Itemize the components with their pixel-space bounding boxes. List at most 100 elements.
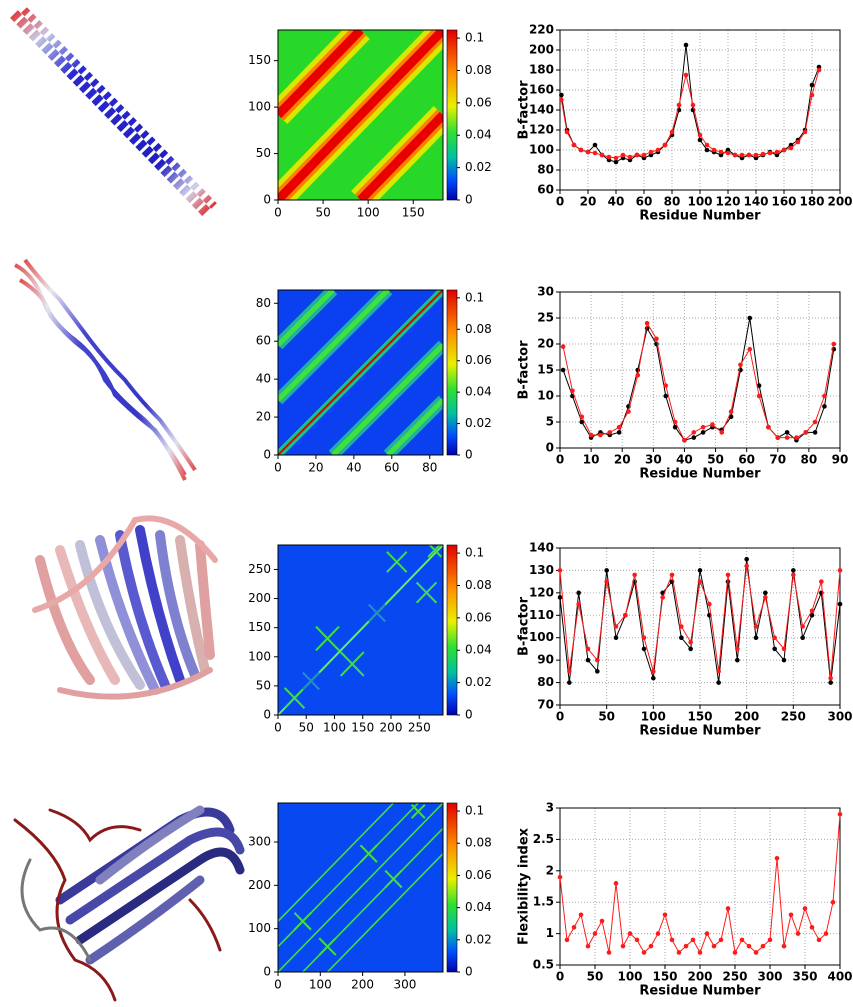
- data-point: [626, 409, 631, 414]
- data-point: [744, 563, 749, 569]
- y-axis-title: Flexibility index: [517, 827, 532, 945]
- y-tick-label: 0: [263, 708, 271, 722]
- data-point: [747, 346, 753, 352]
- data-point: [711, 147, 717, 153]
- y-tick-label: 100: [529, 630, 554, 644]
- heatmap-band: [357, 111, 443, 200]
- y-tick-label: 100: [248, 649, 271, 663]
- x-tick-label: 300: [393, 978, 416, 992]
- data-point: [559, 97, 564, 103]
- y-tick-label: 250: [248, 562, 271, 576]
- heatmap-band: [278, 290, 390, 402]
- data-point: [579, 419, 585, 425]
- x-tick-label: 80: [422, 461, 437, 475]
- data-point: [791, 572, 796, 578]
- data-point: [683, 72, 689, 78]
- data-point: [753, 624, 759, 629]
- heatmap-image: [278, 803, 443, 972]
- y-tick-label: 80: [256, 296, 271, 310]
- heatmap-band: [278, 290, 443, 455]
- data-point: [635, 372, 641, 378]
- data-point: [655, 931, 661, 936]
- data-point: [648, 149, 654, 155]
- y-tick-label: 100: [248, 921, 271, 935]
- data-point: [557, 874, 563, 880]
- colorbar-tick-label: 0.02: [465, 675, 492, 689]
- y-tick-label: 180: [529, 63, 554, 77]
- data-point: [571, 925, 577, 930]
- heatmap-band: [428, 545, 443, 558]
- heatmap-band: [386, 398, 443, 455]
- data-point: [623, 612, 628, 618]
- colorbar-tick-label: 0.02: [465, 932, 492, 946]
- y-tick-label: 50: [256, 678, 271, 692]
- y-tick-label: 160: [529, 83, 554, 97]
- heatmap-chart: 0 50 100 150 0 50 100 150 0 0.02 0.04 0.06 0.08 0.1: [248, 29, 492, 220]
- data-point: [564, 129, 570, 135]
- data-point: [781, 147, 787, 153]
- colorbar-tick-label: 0.02: [465, 160, 492, 174]
- y-tick-label: 80: [537, 675, 554, 689]
- data-point: [716, 680, 721, 685]
- colorbar-tick-label: 0.1: [465, 546, 484, 560]
- y-tick-label: 150: [248, 620, 271, 634]
- data-point: [788, 145, 794, 151]
- data-point: [739, 152, 745, 158]
- data-point: [627, 154, 633, 160]
- data-point: [585, 149, 591, 155]
- data-point: [753, 152, 759, 158]
- data-point: [767, 150, 773, 156]
- y-tick-label: 2: [546, 863, 554, 877]
- data-point: [791, 568, 796, 573]
- x-tick-label: 10: [583, 453, 600, 467]
- data-point: [606, 950, 612, 955]
- y-tick-label: 20: [256, 410, 271, 424]
- data-point: [775, 435, 781, 440]
- y-tick-label: 70: [537, 698, 554, 712]
- x-tick-label: 50: [587, 970, 604, 984]
- data-point: [802, 906, 808, 911]
- data-point: [837, 811, 843, 817]
- data-point: [800, 635, 805, 641]
- heatmap-band: [359, 844, 378, 863]
- y-tick-label: 5: [546, 415, 554, 429]
- data-point: [579, 414, 585, 420]
- data-point: [763, 590, 768, 596]
- data-point: [648, 943, 654, 949]
- data-point: [641, 646, 647, 652]
- y-tick-label: 10: [537, 389, 554, 403]
- data-point: [728, 414, 734, 420]
- data-point: [676, 102, 682, 108]
- x-tick-label: 150: [351, 721, 374, 735]
- data-point: [784, 430, 790, 435]
- colorbar-tick-label: 0.08: [465, 836, 492, 850]
- data-point: [809, 82, 815, 88]
- data-point: [747, 315, 753, 321]
- data-point: [690, 102, 696, 108]
- data-point: [756, 383, 762, 388]
- data-point: [571, 142, 577, 148]
- data-point: [654, 336, 659, 342]
- data-point: [557, 568, 563, 573]
- colorbar-tick-label: 0.04: [465, 128, 492, 142]
- data-point: [560, 367, 566, 373]
- data-point: [746, 943, 752, 949]
- x-tick-label: 60: [636, 195, 653, 209]
- data-point: [662, 912, 668, 918]
- data-point: [819, 579, 824, 584]
- data-point: [620, 943, 626, 949]
- x-tick-label: 200: [687, 970, 712, 984]
- x-tick-label: 90: [832, 453, 849, 467]
- x-tick-label: 200: [351, 978, 374, 992]
- data-point: [669, 937, 675, 943]
- data-point: [828, 680, 833, 685]
- series-line: [560, 44, 820, 163]
- data-point: [725, 572, 731, 578]
- data-point: [613, 881, 619, 886]
- heatmap-band: [278, 803, 395, 922]
- x-tick-label: 0: [274, 206, 282, 220]
- colorbar: [446, 29, 458, 201]
- data-point: [690, 937, 696, 943]
- y-tick-label: 15: [537, 363, 554, 377]
- x-tick-label: 250: [722, 970, 747, 984]
